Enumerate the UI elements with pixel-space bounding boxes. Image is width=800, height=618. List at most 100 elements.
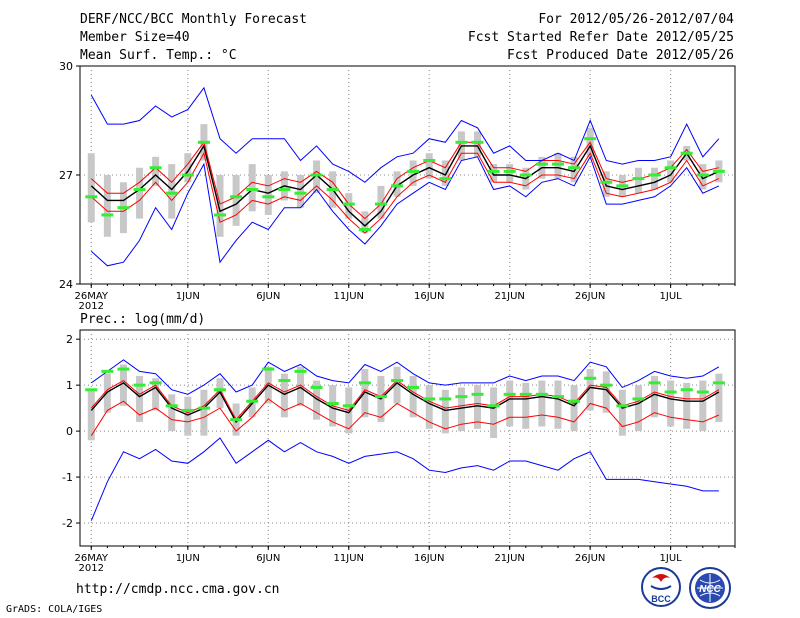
precip-x-tick-label: 16JUN xyxy=(414,553,444,564)
temp-spread-box xyxy=(699,164,707,190)
header-title: DERF/NCC/BCC Monthly Forecast xyxy=(80,12,307,27)
ncc-logo-text: NCC xyxy=(699,584,721,595)
temp-year-label: 2012 xyxy=(79,301,104,312)
temp-spread-box xyxy=(152,156,160,186)
temp-x-tick-label: 1JUN xyxy=(176,291,200,302)
precip-series-lower-spread xyxy=(90,398,720,436)
temp-spread-box xyxy=(425,153,433,179)
precip-spread-box xyxy=(683,382,691,429)
precip-x-tick-label: 6JUN xyxy=(256,553,280,564)
precip-spread-box xyxy=(457,387,465,432)
precip-x-tick-label: 11JUN xyxy=(334,553,364,564)
temp-series-ensemble-max xyxy=(90,86,720,183)
temp-spread-box xyxy=(313,160,321,194)
precip-spread-box xyxy=(441,389,449,434)
precip-y-tick-label: -2 xyxy=(62,517,73,530)
temp-x-tick-label: 6JUN xyxy=(256,291,280,302)
header-forecast-period: For 2012/05/26-2012/07/04 xyxy=(538,12,734,27)
precip-y-tick-label: 2 xyxy=(66,333,73,346)
precip-y-tick-label: -1 xyxy=(62,471,73,484)
temp-spread-box xyxy=(136,167,144,219)
precip-series-ensemble-min xyxy=(90,437,719,521)
temp-spread-box xyxy=(296,175,304,208)
bcc-logo-text: BCC xyxy=(651,594,671,604)
temp-spread-box xyxy=(168,164,176,219)
precip-spread-box xyxy=(474,385,482,429)
header-produced-date: Fcst Produced Date 2012/05/26 xyxy=(507,48,734,63)
temp-spread-box xyxy=(393,171,401,197)
precip-spread-box xyxy=(313,380,321,420)
temp-y-tick-label: 24 xyxy=(59,278,73,291)
precip-spread-box xyxy=(87,389,95,441)
precip-spread-box xyxy=(152,378,160,411)
precip-spread-box xyxy=(136,375,144,422)
precip-series-ensemble-mean xyxy=(90,381,720,424)
temp-x-tick-label: 11JUN xyxy=(334,291,364,302)
precip-spread-box xyxy=(506,380,514,427)
temp-spread-box xyxy=(634,167,642,194)
precip-spread-box xyxy=(409,375,417,418)
temp-spread-box xyxy=(264,175,272,215)
bcc-logo: BCC xyxy=(641,567,681,607)
precip-spread-box xyxy=(715,373,723,422)
precip-series-ensemble-max xyxy=(91,359,720,395)
temp-y-tick-label: 30 xyxy=(59,60,73,73)
precip-spread-box xyxy=(667,380,675,427)
temp-spread-box xyxy=(361,211,369,234)
precip-spread-box xyxy=(570,385,578,432)
header-member-size: Member Size=40 xyxy=(80,30,190,45)
temp-spread-box xyxy=(554,153,562,179)
precip-year-label: 2012 xyxy=(79,563,104,574)
temp-series-ensemble-mean xyxy=(90,144,720,227)
temp-spread-box xyxy=(216,175,224,237)
temp-spread-box xyxy=(377,185,385,219)
precip-spread-box xyxy=(184,396,192,436)
precip-spread-box xyxy=(119,364,127,406)
header-variable-temp: Mean Surf. Temp.: °C xyxy=(80,48,237,63)
precip-spread-box xyxy=(103,373,111,413)
precip-spread-box xyxy=(538,380,546,427)
precip-spread-box xyxy=(699,380,707,432)
precip-spread-box xyxy=(618,389,626,436)
precip-spread-box xyxy=(490,387,498,438)
temp-spread-box xyxy=(345,193,353,219)
temp-spread-box xyxy=(506,164,514,183)
temp-spread-box xyxy=(651,167,659,190)
ncc-logo: NCC xyxy=(689,567,731,609)
precip-x-tick-label: 26MAY xyxy=(74,553,108,564)
temp-spread-box xyxy=(474,131,482,157)
precip-spread-box xyxy=(280,373,288,418)
temp-x-tick-label: 21JUN xyxy=(494,291,524,302)
precip-spread-box xyxy=(586,369,594,411)
temp-spread-box xyxy=(409,160,417,186)
temp-x-tick-label: 26MAY xyxy=(74,291,108,302)
temp-spread-box xyxy=(103,175,111,237)
precip-spread-box xyxy=(522,382,530,429)
temp-spread-box xyxy=(667,160,675,183)
precip-y-tick-label: 0 xyxy=(66,425,73,438)
temp-spread-box xyxy=(570,156,578,183)
temp-x-tick-label: 1JUL xyxy=(660,291,683,302)
precip-spread-box xyxy=(602,371,610,413)
precip-spread-box xyxy=(425,385,433,429)
temp-x-tick-label: 16JUN xyxy=(414,291,444,302)
header-start-date: Fcst Started Refer Date 2012/05/25 xyxy=(467,30,734,45)
precip-x-tick-label: 21JUN xyxy=(494,553,524,564)
temp-spread-box xyxy=(490,164,498,183)
temp-spread-box xyxy=(184,153,192,183)
precip-spread-box xyxy=(554,380,562,429)
precip-spread-box xyxy=(296,366,304,406)
precip-plot-frame xyxy=(79,329,736,547)
footer-url[interactable]: http://cmdp.ncc.cma.gov.cn xyxy=(76,582,280,597)
temp-y-tick-label: 27 xyxy=(59,169,73,182)
precip-panel-title: Prec.: log(mm/d) xyxy=(80,312,206,327)
precip-y-tick-label: 1 xyxy=(66,379,73,392)
temp-spread-box xyxy=(441,160,449,186)
precip-x-tick-label: 26JUN xyxy=(575,553,605,564)
precip-spread-box xyxy=(651,375,659,418)
precip-x-tick-label: 1JUN xyxy=(176,553,200,564)
temp-series-ensemble-min xyxy=(90,155,720,267)
temp-spread-box xyxy=(248,164,256,212)
precip-spread-box xyxy=(393,366,401,404)
